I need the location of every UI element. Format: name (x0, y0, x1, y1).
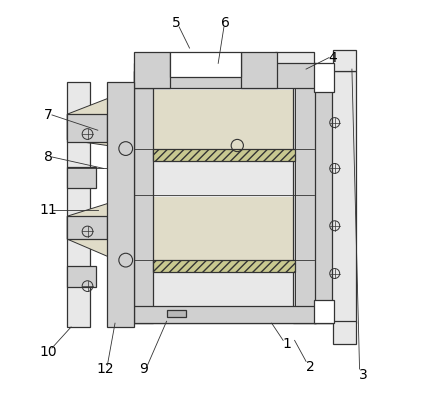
Bar (67, 82, 90, 327)
Bar (293, 71, 315, 323)
Bar (134, 52, 170, 88)
Bar (67, 216, 107, 239)
Bar (134, 71, 153, 323)
Text: 11: 11 (39, 203, 57, 217)
Bar (134, 71, 316, 323)
Bar (166, 310, 186, 318)
Text: 2: 2 (305, 360, 314, 374)
Bar (275, 52, 314, 77)
Bar (67, 166, 96, 187)
Bar (333, 321, 356, 344)
Bar (314, 300, 333, 323)
Bar (314, 71, 356, 323)
Polygon shape (67, 195, 134, 268)
Bar (134, 63, 316, 88)
Text: 6: 6 (222, 16, 230, 30)
Bar (107, 82, 134, 327)
Bar (153, 197, 293, 268)
Bar (134, 306, 316, 323)
Bar (170, 52, 241, 77)
Text: 8: 8 (44, 150, 52, 164)
Polygon shape (153, 148, 295, 161)
Text: 3: 3 (359, 368, 368, 382)
Bar (67, 114, 107, 142)
Text: 7: 7 (44, 108, 52, 122)
Bar (153, 90, 293, 149)
Bar (333, 50, 356, 71)
Bar (314, 63, 333, 92)
Text: 10: 10 (40, 345, 57, 359)
Text: 5: 5 (172, 16, 181, 30)
Bar (241, 52, 277, 88)
Text: 4: 4 (329, 51, 337, 64)
Bar (314, 71, 332, 323)
Polygon shape (67, 88, 134, 149)
Text: 12: 12 (97, 362, 114, 376)
Text: 1: 1 (282, 337, 291, 351)
Text: 9: 9 (139, 362, 148, 376)
Bar (67, 266, 96, 287)
Polygon shape (153, 260, 295, 271)
